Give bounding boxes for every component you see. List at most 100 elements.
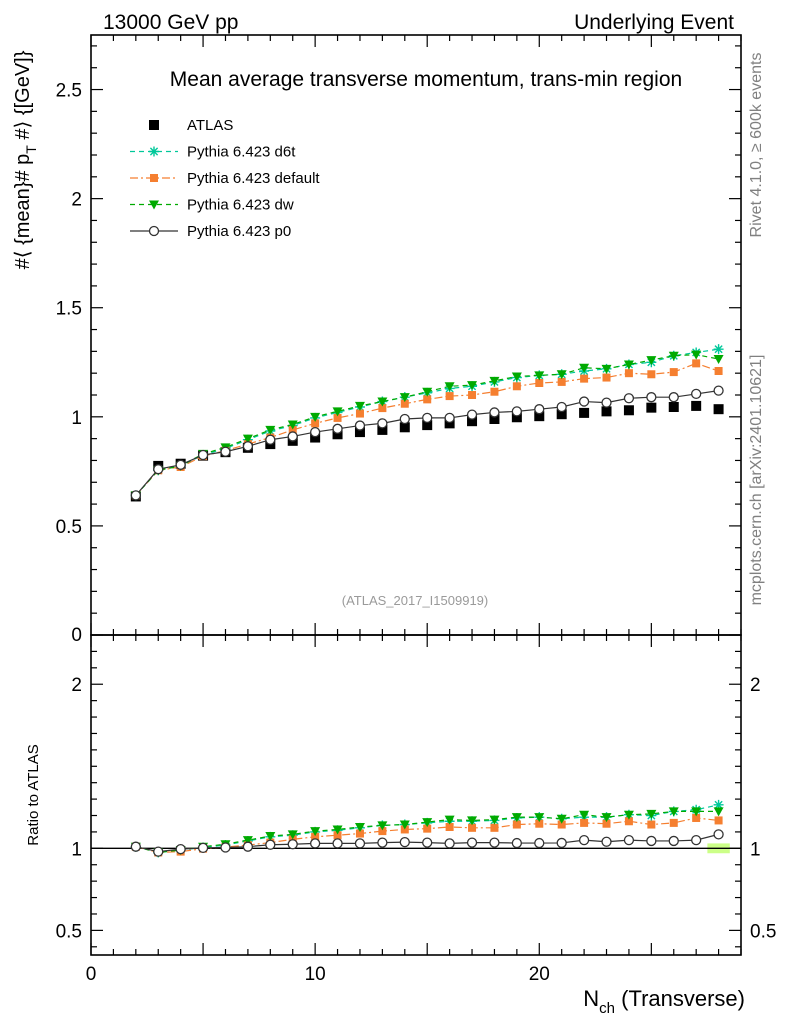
main-point (511, 412, 522, 423)
ratio-point (623, 834, 635, 846)
main-point (422, 412, 433, 424)
legend-label: Pythia 6.423 dw (187, 197, 294, 214)
legend-label: Pythia 6.423 d6t (187, 144, 296, 161)
ratio-point (444, 815, 455, 825)
main-point (466, 409, 478, 420)
main-point (714, 367, 723, 375)
main-point (579, 407, 590, 418)
main-point (197, 449, 209, 461)
main-point (422, 420, 433, 431)
y-tick-label: 2 (71, 190, 82, 211)
main-point (556, 401, 567, 413)
main-point (153, 464, 164, 475)
ratio-point (601, 836, 612, 847)
ratio-point (714, 816, 723, 825)
main-point (468, 391, 477, 399)
legend-marker (150, 174, 158, 182)
ratio-point (399, 836, 410, 848)
main-point (713, 344, 724, 355)
main-point (265, 425, 276, 435)
ratio-point (467, 816, 478, 826)
ratio-point (511, 813, 522, 823)
ratio-point (601, 813, 612, 823)
ratio-point (692, 813, 701, 822)
ratio-point (175, 844, 186, 855)
header-process: Underlying Event (574, 11, 734, 34)
main-point (691, 400, 702, 411)
ratio-point (713, 829, 724, 840)
main-point (377, 397, 388, 407)
legend-marker (149, 200, 159, 210)
ratio-point (647, 820, 656, 829)
main-point (378, 404, 387, 413)
ratio-point (556, 814, 567, 824)
main-point (646, 356, 657, 366)
mcplots-label: mcplots.cern.ch [arXiv:2401.10621] (748, 355, 765, 606)
main-point (534, 404, 545, 415)
main-point (579, 363, 590, 373)
main-point (467, 416, 478, 427)
main-point (333, 413, 342, 422)
main-point (400, 399, 409, 408)
main-point (399, 393, 410, 403)
chart-title: Mean average transverse momentum, trans-… (170, 68, 682, 91)
legend: ATLAS Pythia 6.423 d6t Pythia 6.423 defaul… (130, 117, 320, 240)
ratio-point (220, 842, 231, 853)
ratio-point (399, 820, 410, 830)
ratio-point (579, 810, 590, 820)
ratio-point (534, 813, 545, 823)
main-point (130, 490, 141, 501)
ratio-point (332, 825, 343, 835)
ratio-point (422, 837, 433, 848)
main-point (556, 370, 567, 380)
ratio-y-tick-label-right: 2 (750, 675, 761, 696)
main-point (489, 407, 500, 418)
main-point (287, 420, 298, 430)
ratio-point (377, 837, 388, 848)
main-point (512, 382, 521, 391)
main-point (265, 434, 276, 445)
ratio-point (332, 838, 343, 849)
main-point (377, 424, 388, 435)
ratio-point (423, 824, 432, 833)
ratio-point (511, 837, 523, 849)
main-point (668, 351, 679, 361)
ratio-point (535, 819, 544, 828)
main-point (309, 426, 321, 438)
main-point (310, 412, 321, 422)
main-point (399, 413, 410, 425)
ratio-point (422, 818, 433, 828)
ratio-point (309, 838, 321, 849)
main-point (580, 374, 589, 383)
main-point (601, 406, 612, 417)
legend-entry: Pythia 6.423 default (130, 170, 320, 187)
main-point (377, 418, 388, 429)
ratio-y-tick-label: 0.5 (56, 921, 82, 942)
ratio-point (287, 830, 298, 840)
ratio-point (668, 807, 679, 817)
main-point (467, 381, 478, 391)
main-point (444, 412, 455, 424)
ratio-point (602, 819, 611, 828)
main-point (624, 369, 633, 378)
main-point (601, 364, 612, 374)
main-point (623, 393, 635, 404)
ratio-panel: Ratio to ATLAS 0.5 0.51 12 20 10 20 Nch (Tran… (25, 634, 776, 1017)
main-point (311, 419, 320, 428)
y-tick-label-zero: 0 (71, 625, 82, 646)
main-series (130, 344, 724, 502)
ratio-point (580, 818, 589, 827)
main-point (489, 414, 500, 424)
ratio-point (534, 837, 545, 849)
ratio-point (354, 823, 365, 832)
ratio-point (668, 835, 679, 847)
ratio-frame (90, 634, 742, 956)
legend-entry: ATLAS (149, 117, 233, 134)
ratio-point (489, 815, 500, 825)
ratio-series-line (135, 810, 719, 854)
main-point (669, 368, 678, 377)
ratio-point (377, 821, 388, 831)
ratio-point (333, 831, 342, 840)
main-point (220, 446, 231, 457)
main-point (623, 405, 634, 416)
